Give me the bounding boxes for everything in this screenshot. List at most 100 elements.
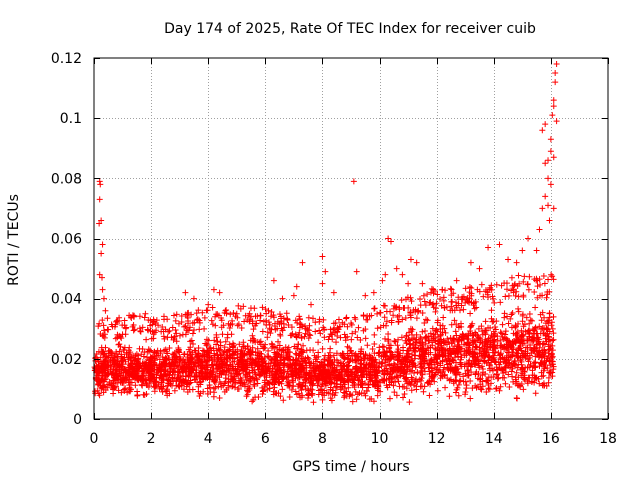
data-point (426, 371, 433, 378)
data-point (494, 366, 501, 373)
data-point (298, 321, 305, 328)
data-point (292, 388, 299, 395)
data-point (547, 181, 554, 188)
data-point (278, 320, 285, 327)
data-point (158, 385, 165, 392)
data-point (513, 259, 520, 266)
data-point (215, 361, 222, 368)
data-point (226, 341, 233, 348)
data-point (385, 235, 392, 242)
data-point (335, 316, 342, 323)
data-point (120, 375, 127, 382)
data-point (267, 360, 274, 367)
data-point (493, 281, 500, 288)
data-point (403, 332, 410, 339)
data-point (261, 344, 268, 351)
data-point (395, 346, 402, 353)
data-point (535, 376, 542, 383)
data-point (546, 357, 553, 364)
data-point (183, 327, 190, 334)
data-point (314, 358, 321, 365)
data-point (126, 382, 133, 389)
data-point (214, 338, 221, 345)
y-tick-label: 0.08 (51, 171, 82, 187)
data-point (147, 347, 154, 354)
data-point (319, 345, 326, 352)
data-point (541, 314, 548, 321)
data-point (501, 374, 508, 381)
data-point (290, 292, 297, 299)
data-point (101, 363, 108, 370)
data-point (483, 388, 490, 395)
data-point (129, 323, 136, 330)
data-point (522, 328, 529, 335)
data-point (150, 380, 157, 387)
data-point (266, 321, 273, 328)
data-point (252, 322, 259, 329)
data-point (397, 370, 404, 377)
data-point (248, 313, 255, 320)
data-point (154, 369, 161, 376)
data-point (384, 369, 391, 376)
data-point (421, 360, 428, 367)
data-point (483, 377, 490, 384)
data-point (436, 352, 443, 359)
data-point (531, 348, 538, 355)
data-point (419, 280, 426, 287)
y-tick-label: 0.12 (51, 51, 82, 67)
data-point (479, 372, 486, 379)
data-point (354, 353, 361, 360)
data-point (394, 342, 401, 349)
data-point (217, 339, 224, 346)
data-point (440, 294, 447, 301)
data-point (292, 350, 299, 357)
data-point (277, 331, 284, 338)
data-point (215, 383, 222, 390)
data-point (539, 205, 546, 212)
data-point (184, 364, 191, 371)
data-point (422, 334, 429, 341)
data-point (224, 334, 231, 341)
data-point (230, 378, 237, 385)
data-point (353, 396, 360, 403)
data-point (437, 362, 444, 369)
data-point (465, 371, 472, 378)
data-point (454, 365, 461, 372)
data-point (312, 328, 319, 335)
data-point (338, 384, 345, 391)
data-point (505, 320, 512, 327)
data-point (515, 361, 522, 368)
data-point (176, 368, 183, 375)
data-point (542, 193, 549, 200)
data-point (206, 382, 213, 389)
data-point (391, 367, 398, 374)
data-point (384, 384, 391, 391)
data-point (173, 353, 180, 360)
data-point (427, 330, 434, 337)
data-point (205, 301, 212, 308)
data-point (374, 392, 381, 399)
data-point (246, 316, 253, 323)
data-point (379, 343, 386, 350)
data-point (303, 347, 310, 354)
data-point (115, 372, 122, 379)
data-point (275, 338, 282, 345)
data-point (275, 379, 282, 386)
data-point (490, 347, 497, 354)
data-point (230, 342, 237, 349)
data-point (384, 348, 391, 355)
data-point (539, 292, 546, 299)
data-point (113, 348, 120, 355)
data-point (428, 356, 435, 363)
data-point (459, 331, 466, 338)
data-point (229, 350, 236, 357)
data-point (395, 378, 402, 385)
data-point (364, 342, 371, 349)
data-point (129, 370, 136, 377)
data-point (464, 340, 471, 347)
data-point (118, 363, 125, 370)
data-point (96, 196, 103, 203)
data-point (417, 302, 424, 309)
data-point (460, 306, 467, 313)
